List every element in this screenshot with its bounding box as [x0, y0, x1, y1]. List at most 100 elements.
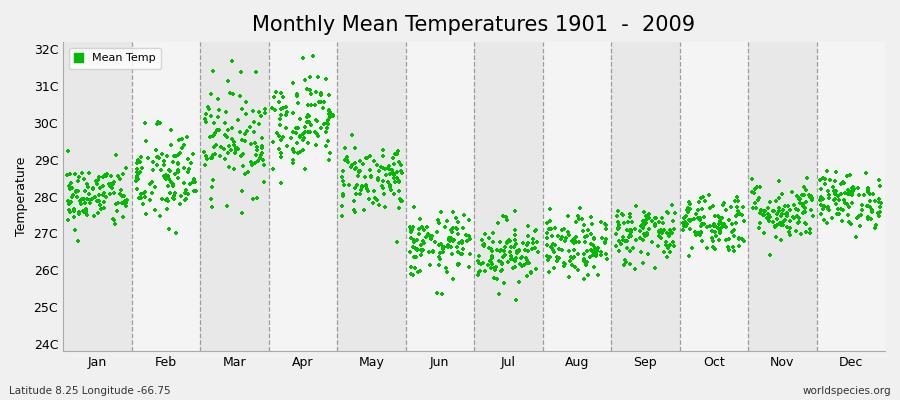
Point	[186, 176, 201, 182]
Point	[130, 157, 145, 164]
Point	[119, 200, 133, 206]
Point	[406, 223, 420, 230]
Point	[238, 111, 253, 118]
Point	[637, 222, 652, 228]
Point	[286, 147, 301, 153]
Point	[81, 184, 95, 191]
Point	[544, 206, 558, 212]
Point	[234, 187, 248, 194]
Point	[274, 106, 288, 112]
Point	[483, 265, 498, 271]
Point	[392, 159, 406, 165]
Point	[382, 166, 396, 172]
Point	[477, 241, 491, 247]
Point	[769, 234, 783, 240]
Point	[783, 218, 797, 224]
Point	[502, 249, 517, 255]
Point	[769, 197, 783, 204]
Point	[86, 184, 100, 191]
Point	[238, 171, 252, 177]
Point	[598, 240, 612, 246]
Point	[243, 124, 257, 130]
Point	[525, 246, 539, 252]
Point	[446, 229, 460, 236]
Point	[392, 178, 406, 185]
Point	[67, 206, 81, 213]
Point	[564, 254, 579, 260]
Point	[238, 131, 252, 138]
Point	[540, 235, 554, 241]
Point	[727, 248, 742, 255]
Point	[286, 129, 301, 135]
Point	[387, 174, 401, 181]
Point	[577, 258, 591, 264]
Point	[90, 197, 104, 204]
Point	[139, 138, 153, 144]
Point	[163, 190, 177, 196]
Point	[183, 181, 197, 187]
Point	[827, 188, 842, 194]
Point	[421, 230, 436, 237]
Point	[574, 216, 589, 222]
Point	[289, 93, 303, 99]
Point	[842, 219, 856, 225]
Point	[472, 268, 487, 275]
Point	[335, 173, 349, 180]
Point	[851, 212, 866, 219]
Point	[449, 225, 464, 232]
Point	[640, 230, 654, 236]
Point	[796, 184, 811, 190]
Point	[64, 199, 78, 205]
Point	[320, 120, 335, 126]
Point	[797, 220, 812, 226]
Point	[204, 154, 219, 161]
Point	[298, 124, 312, 130]
Point	[219, 108, 233, 115]
Point	[694, 223, 708, 229]
Point	[387, 151, 401, 157]
Point	[507, 244, 521, 250]
Point	[719, 223, 733, 230]
Point	[629, 236, 643, 243]
Point	[598, 221, 612, 228]
Point	[623, 211, 637, 217]
Point	[220, 78, 235, 84]
Point	[816, 217, 831, 223]
Point	[493, 239, 508, 246]
Point	[254, 152, 268, 158]
Point	[138, 194, 152, 200]
Point	[711, 212, 725, 219]
Point	[168, 153, 183, 159]
Point	[224, 147, 238, 153]
Point	[98, 194, 112, 200]
Point	[361, 188, 375, 194]
Point	[730, 204, 744, 210]
Point	[207, 143, 221, 150]
Point	[662, 227, 677, 233]
Point	[737, 238, 751, 244]
Point	[151, 119, 166, 125]
Point	[151, 154, 166, 160]
Point	[565, 262, 580, 268]
Point	[180, 134, 194, 140]
Point	[562, 232, 576, 238]
Point	[406, 244, 420, 250]
Point	[724, 204, 738, 210]
Point	[335, 202, 349, 209]
Point	[612, 222, 626, 228]
Point	[621, 218, 635, 225]
Point	[155, 196, 169, 203]
Point	[725, 244, 740, 250]
Point	[697, 214, 711, 220]
Point	[451, 249, 465, 256]
Point	[422, 262, 436, 268]
Point	[364, 173, 378, 180]
Point	[368, 194, 382, 201]
Point	[308, 102, 322, 108]
Point	[508, 296, 523, 303]
Point	[539, 220, 554, 226]
Point	[874, 200, 888, 206]
Point	[598, 226, 613, 232]
Point	[569, 234, 583, 240]
Point	[611, 226, 625, 232]
